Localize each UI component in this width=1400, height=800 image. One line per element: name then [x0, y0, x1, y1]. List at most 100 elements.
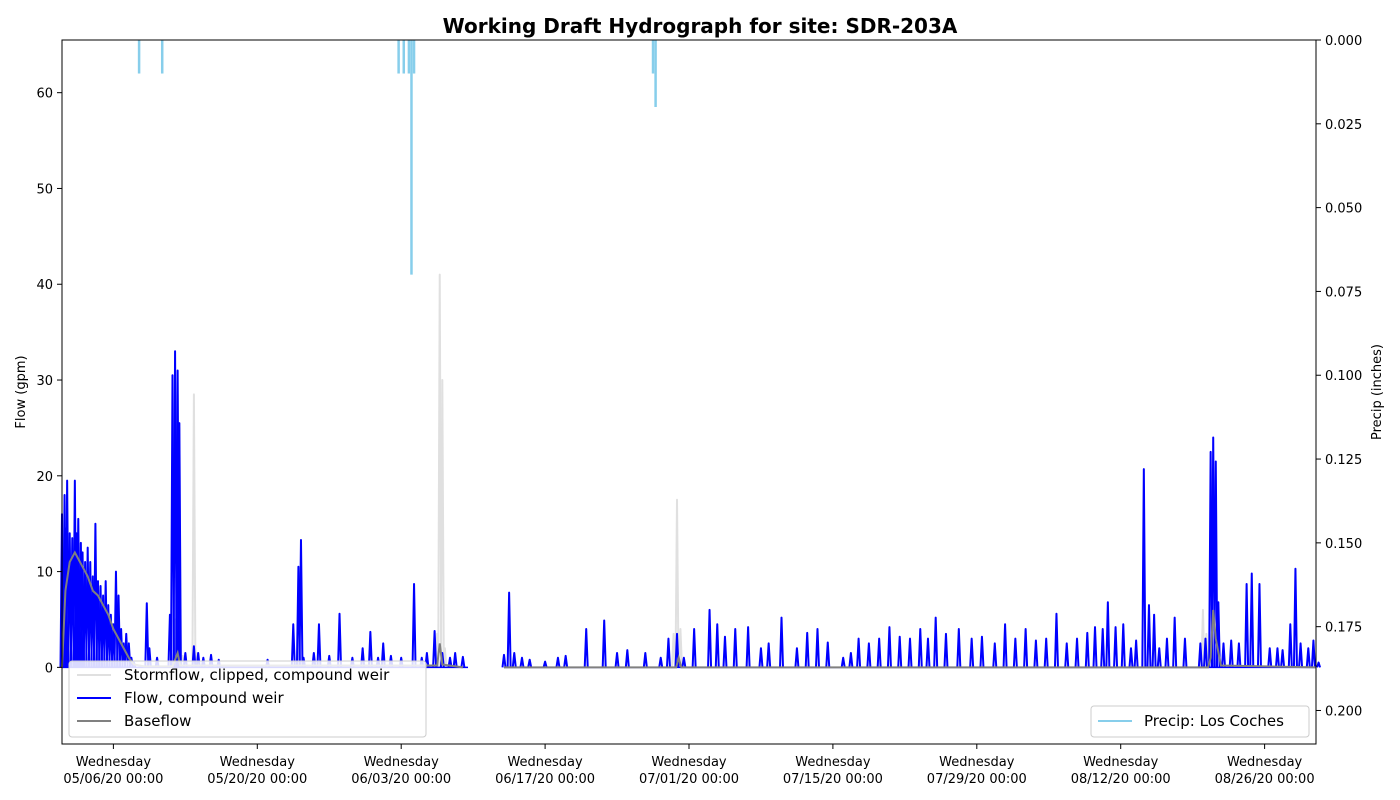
x-tick-label-date-6: 07/29/20 00:00	[927, 772, 1027, 787]
flow-spike-77	[583, 628, 589, 668]
stormflow-spike-9	[439, 379, 445, 668]
flow-spike-92	[758, 647, 764, 668]
x-tick-label-day-2: Wednesday	[364, 755, 440, 770]
flow-spike-76	[563, 654, 569, 668]
legend-right-frame	[1090, 705, 1310, 738]
x-tick-label-date-5: 07/15/20 00:00	[783, 772, 883, 787]
x-tick-label-day-8: Wednesday	[1227, 755, 1303, 770]
y-tick-label-6: 60	[36, 87, 53, 102]
flow-spike-88	[714, 623, 720, 668]
flow-spike-51	[316, 623, 322, 668]
flow-spike-101	[856, 637, 862, 668]
x-tick-label-day-7: Wednesday	[1083, 755, 1159, 770]
flow-spike-84	[674, 632, 680, 668]
flow-spike-82	[658, 656, 664, 668]
flow-spike-157	[1310, 639, 1316, 668]
x-tick-label-date-1: 05/20/20 00:00	[207, 772, 307, 787]
flow-spike-85	[681, 656, 687, 668]
flow-spike-87	[707, 608, 713, 668]
flow-spike-89	[722, 635, 728, 668]
x-tick-label-date-7: 08/12/20 00:00	[1071, 772, 1171, 787]
flow-spike-46	[290, 623, 296, 668]
y2-tick-label-2: 0.050	[1325, 202, 1362, 217]
flow-spike-109	[933, 616, 939, 668]
flow-spike-139	[1203, 637, 1208, 668]
flow-spike-61	[411, 583, 417, 668]
flow-spike-108	[925, 637, 931, 668]
flow-spike-95	[794, 647, 800, 668]
y-tick-label-1: 10	[36, 566, 53, 581]
flow-spike-152	[1280, 649, 1286, 668]
flow-spike-96	[804, 631, 810, 668]
flow-spike-80	[624, 649, 630, 668]
flow-spike-145	[1228, 639, 1234, 668]
x-tick-label-date-0: 05/06/20 00:00	[63, 772, 163, 787]
stormflow-spike-5	[191, 393, 197, 668]
flow-spike-138	[1197, 642, 1203, 668]
y-tick-label-5: 50	[36, 182, 53, 197]
y2-tick-label-4: 0.100	[1325, 369, 1362, 384]
flow-spike-93	[766, 642, 772, 668]
flow-spike-121	[1064, 642, 1070, 668]
stormflow-spike-15	[1200, 608, 1206, 668]
flow-spike-106	[907, 637, 913, 668]
stormflow-spike-12	[674, 498, 680, 668]
legend-label-stormflow: Stormflow, clipped, compound weir	[124, 666, 390, 684]
flow-spike-114	[992, 642, 998, 668]
flow-spike-135	[1164, 637, 1170, 668]
y-axis-right: 0.000 0.025 0.050 0.075 0.100 0.125 0.150 0.175…	[1316, 34, 1362, 719]
flow-spike-69	[501, 653, 507, 668]
stormflow-spike-11	[671, 632, 677, 668]
y2-tick-label-3: 0.075	[1325, 285, 1362, 300]
baseflow-line-1	[503, 609, 1317, 669]
flow-spike-58	[380, 642, 386, 668]
y2-tick-label-1: 0.025	[1325, 118, 1362, 133]
y-tick-label-2: 20	[36, 470, 53, 485]
flow-spike-71	[511, 652, 517, 668]
flow-spike-48	[298, 538, 304, 668]
flow-spike-90	[732, 628, 738, 668]
y2-tick-label-0: 0.000	[1325, 34, 1362, 49]
y-tick-label-0: 0	[45, 661, 53, 676]
x-tick-label-day-5: Wednesday	[795, 755, 871, 770]
flow-spike-40	[191, 645, 197, 668]
y2-tick-label-6: 0.150	[1325, 537, 1362, 552]
legend-label-flow: Flow, compound weir	[124, 689, 284, 707]
x-tick-label-day-1: Wednesday	[220, 755, 296, 770]
flow-spike-64	[432, 629, 438, 668]
flow-spike-131	[1141, 468, 1147, 668]
flow-spike-73	[527, 658, 533, 668]
flow-spike-99	[840, 656, 846, 668]
flow-spike-53	[337, 612, 343, 668]
flow-spike-154	[1292, 567, 1298, 668]
x-tick-label-day-0: Wednesday	[76, 755, 152, 770]
flow-spike-127	[1113, 626, 1119, 668]
flow-spike-56	[367, 630, 373, 668]
flow-spike-111	[956, 628, 962, 668]
flow-spike-98	[825, 641, 831, 668]
flow-spike-102	[866, 642, 872, 668]
flow-spike-103	[876, 637, 882, 668]
flow-spike-149	[1256, 583, 1262, 668]
flow-spike-122	[1074, 637, 1080, 668]
legend-label-baseflow: Baseflow	[124, 712, 191, 730]
x-tick-label-day-4: Wednesday	[651, 755, 727, 770]
y-axis-left: 0 10 20 30 40 50 60	[36, 87, 62, 676]
flow-spike-150	[1267, 647, 1273, 668]
y-axis-right-label: Precip (inches)	[1370, 344, 1385, 440]
y-tick-label-3: 30	[36, 374, 53, 389]
flow-spike-104	[886, 626, 892, 668]
flow-spike-107	[917, 628, 923, 668]
flow-spike-66	[447, 656, 453, 668]
flow-spike-156	[1305, 647, 1311, 668]
flow-spike-75	[555, 656, 561, 668]
flow-spike-91	[745, 626, 751, 668]
series-precip-los-coches	[137, 40, 657, 275]
flow-spike-38	[176, 422, 182, 668]
flow-spike-147	[1244, 583, 1250, 668]
flow-spike-74	[542, 660, 548, 668]
flow-spike-94	[779, 616, 785, 668]
flow-spike-123	[1084, 631, 1090, 668]
legend-right: Precip: Los Coches	[1090, 705, 1310, 738]
